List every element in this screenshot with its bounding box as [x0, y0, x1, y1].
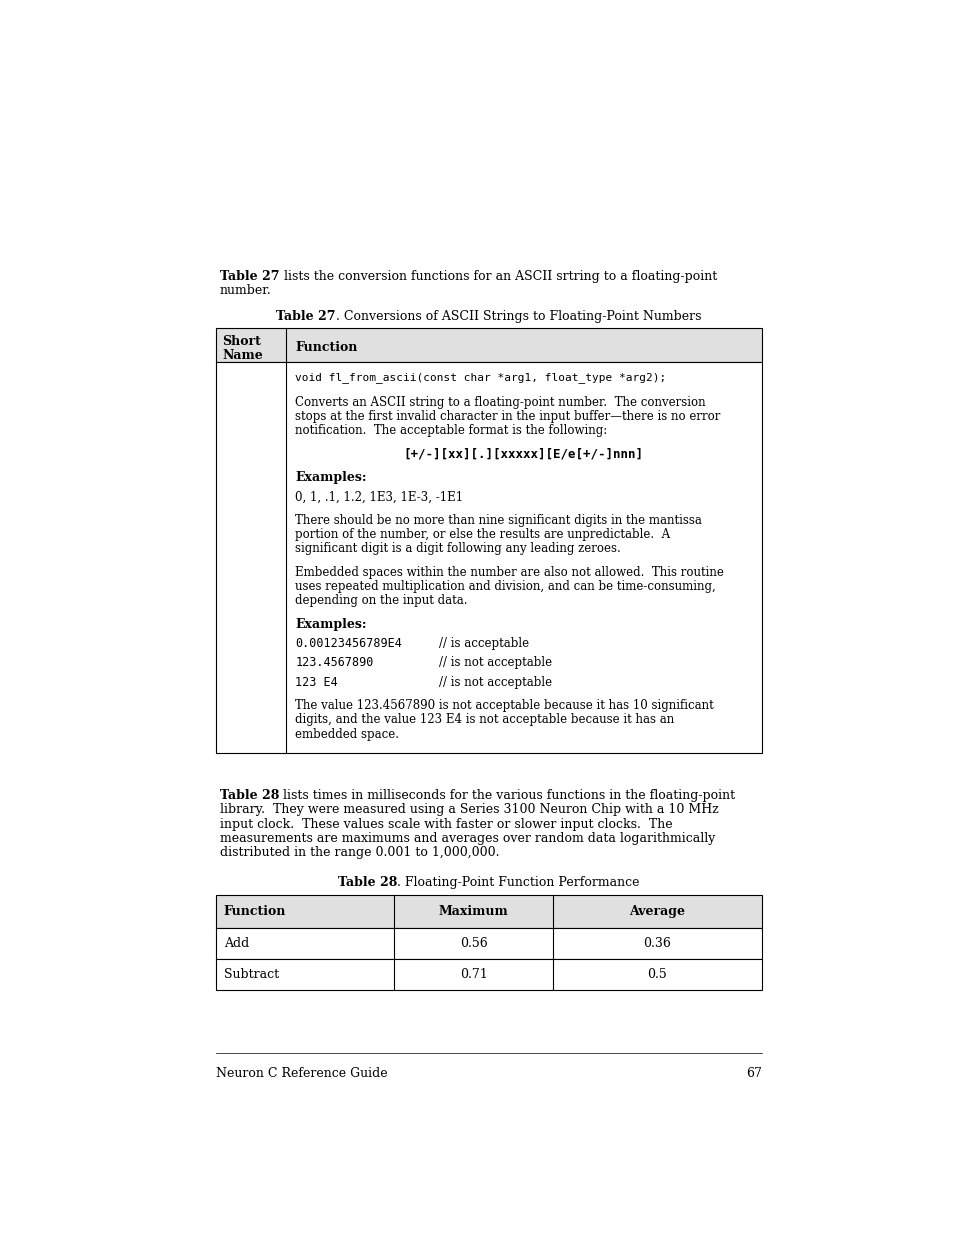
- Text: 123.4567890: 123.4567890: [294, 656, 374, 669]
- Text: // is not acceptable: // is not acceptable: [438, 656, 551, 669]
- Text: Table 28: Table 28: [337, 876, 397, 889]
- Text: The value 123.4567890 is not acceptable because it has 10 significant: The value 123.4567890 is not acceptable …: [294, 699, 713, 713]
- Text: Name: Name: [222, 350, 263, 362]
- Text: Neuron C Reference Guide: Neuron C Reference Guide: [216, 1067, 387, 1079]
- Text: Table 28: Table 28: [220, 789, 279, 802]
- Text: digits, and the value 123 E4 is not acceptable because it has an: digits, and the value 123 E4 is not acce…: [294, 714, 674, 726]
- Text: portion of the number, or else the results are unpredictable.  A: portion of the number, or else the resul…: [294, 529, 670, 541]
- Text: Subtract: Subtract: [224, 968, 278, 981]
- Text: significant digit is a digit following any leading zeroes.: significant digit is a digit following a…: [294, 542, 620, 556]
- Text: 0.5: 0.5: [647, 968, 667, 981]
- Text: depending on the input data.: depending on the input data.: [294, 594, 467, 608]
- Text: Short: Short: [222, 335, 261, 348]
- Text: stops at the first invalid character in the input buffer—there is no error: stops at the first invalid character in …: [294, 410, 720, 422]
- Text: lists times in milliseconds for the various functions in the floating-point: lists times in milliseconds for the vari…: [279, 789, 735, 802]
- Bar: [216, 362, 760, 753]
- Text: 123 E4: 123 E4: [294, 676, 337, 689]
- Text: Converts an ASCII string to a floating-point number.  The conversion: Converts an ASCII string to a floating-p…: [294, 395, 705, 409]
- Text: number.: number.: [220, 284, 272, 298]
- Text: 67: 67: [745, 1067, 760, 1079]
- Text: 0.00123456789E4: 0.00123456789E4: [294, 637, 401, 650]
- Text: . Floating-Point Function Performance: . Floating-Point Function Performance: [397, 876, 639, 889]
- Text: measurements are maximums and averages over random data logarithmically: measurements are maximums and averages o…: [220, 832, 715, 845]
- Text: Examples:: Examples:: [294, 472, 366, 484]
- Text: Average: Average: [629, 905, 685, 918]
- Text: Function: Function: [294, 341, 357, 354]
- Text: // is acceptable: // is acceptable: [438, 637, 528, 650]
- Text: 0, 1, .1, 1.2, 1E3, 1E-3, -1E1: 0, 1, .1, 1.2, 1E3, 1E-3, -1E1: [294, 490, 463, 504]
- Text: input clock.  These values scale with faster or slower input clocks.  The: input clock. These values scale with fas…: [220, 818, 672, 831]
- Text: 0.71: 0.71: [459, 968, 487, 981]
- Text: There should be no more than nine significant digits in the mantissa: There should be no more than nine signif…: [294, 514, 701, 527]
- Text: Examples:: Examples:: [294, 618, 366, 631]
- Text: distributed in the range 0.001 to 1,000,000.: distributed in the range 0.001 to 1,000,…: [220, 846, 499, 860]
- Text: uses repeated multiplication and division, and can be time-consuming,: uses repeated multiplication and divisio…: [294, 580, 715, 593]
- Text: Table 27: Table 27: [220, 270, 279, 283]
- Text: 0.36: 0.36: [643, 937, 671, 950]
- Text: embedded space.: embedded space.: [294, 727, 398, 741]
- Text: Add: Add: [224, 937, 249, 950]
- Text: Function: Function: [224, 905, 286, 918]
- Text: notification.  The acceptable format is the following:: notification. The acceptable format is t…: [294, 424, 607, 437]
- Bar: [216, 960, 760, 990]
- Bar: [216, 894, 760, 929]
- Text: Embedded spaces within the number are also not allowed.  This routine: Embedded spaces within the number are al…: [294, 566, 723, 579]
- Bar: [216, 329, 760, 362]
- Text: . Conversions of ASCII Strings to Floating-Point Numbers: . Conversions of ASCII Strings to Floati…: [335, 310, 700, 322]
- Text: 0.56: 0.56: [459, 937, 487, 950]
- Text: Maximum: Maximum: [438, 905, 508, 918]
- Text: // is not acceptable: // is not acceptable: [438, 676, 551, 689]
- Text: lists the conversion functions for an ASCII srtring to a floating-point: lists the conversion functions for an AS…: [279, 270, 716, 283]
- Bar: [216, 929, 760, 960]
- Text: Table 27: Table 27: [276, 310, 335, 322]
- Text: [+/-][xx][.][xxxxx][E/e[+/-]nnn]: [+/-][xx][.][xxxxx][E/e[+/-]nnn]: [403, 447, 643, 461]
- Text: library.  They were measured using a Series 3100 Neuron Chip with a 10 MHz: library. They were measured using a Seri…: [220, 803, 718, 816]
- Text: void fl_from_ascii(const char *arg1, float_type *arg2);: void fl_from_ascii(const char *arg1, flo…: [294, 372, 666, 383]
